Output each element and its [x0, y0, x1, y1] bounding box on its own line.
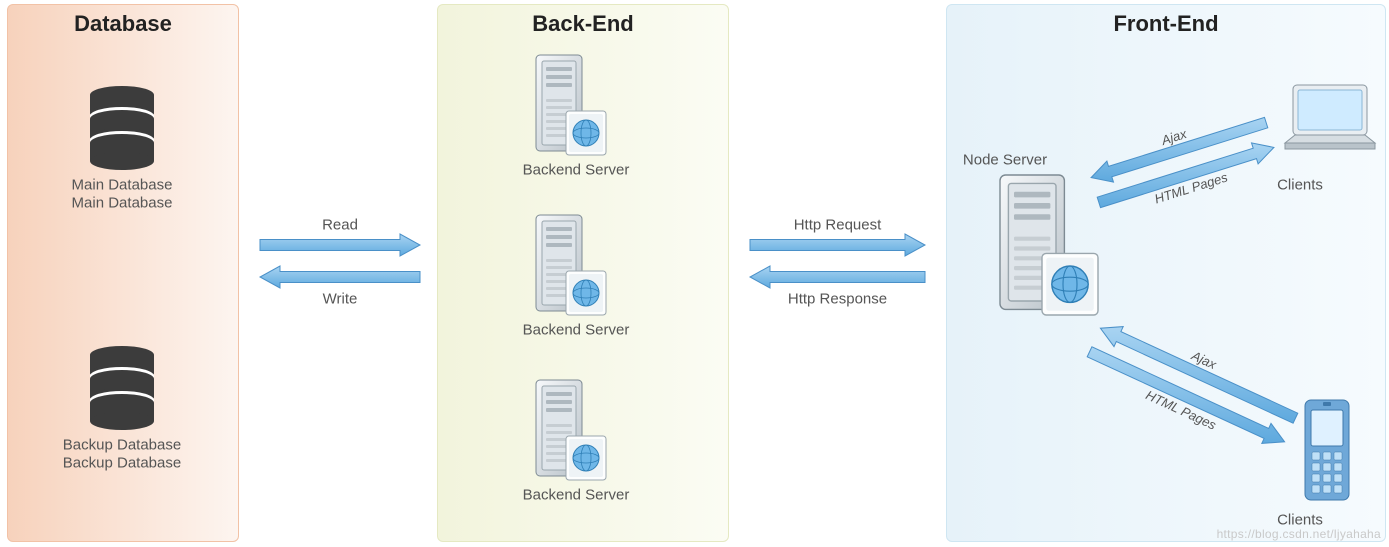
- backend-frontend-label-top: Http Request: [794, 217, 882, 234]
- database-label-1-1: Backup Database: [63, 455, 181, 472]
- client-label-1: Clients: [1277, 512, 1323, 529]
- database-label-0-1: Main Database: [72, 195, 173, 212]
- frontend-panel: Front-End: [946, 4, 1386, 542]
- db-backend-arrow-top: [260, 234, 420, 256]
- backend-server-label-0: Backend Server: [523, 162, 630, 179]
- backend-frontend-arrow-top: [750, 234, 925, 256]
- database-label-0-0: Main Database: [72, 177, 173, 194]
- backend-frontend-arrow-bottom: [750, 266, 925, 288]
- backend-server-label-1: Backend Server: [523, 322, 630, 339]
- backend-panel: Back-End: [437, 4, 729, 542]
- db-backend-label-top: Read: [322, 217, 358, 234]
- backend-server-label-2: Backend Server: [523, 487, 630, 504]
- db-backend-label-bottom: Write: [323, 291, 358, 308]
- db-backend-arrow-bottom: [260, 266, 420, 288]
- database-label-1-0: Backup Database: [63, 437, 181, 454]
- backend-frontend-label-bottom: Http Response: [788, 291, 887, 308]
- database-title: Database: [8, 11, 238, 37]
- node-server-label: Node Server: [963, 152, 1047, 169]
- client-label-0: Clients: [1277, 177, 1323, 194]
- watermark: https://blog.csdn.net/ljyahaha: [1217, 527, 1381, 541]
- frontend-title: Front-End: [947, 11, 1385, 37]
- backend-title: Back-End: [438, 11, 728, 37]
